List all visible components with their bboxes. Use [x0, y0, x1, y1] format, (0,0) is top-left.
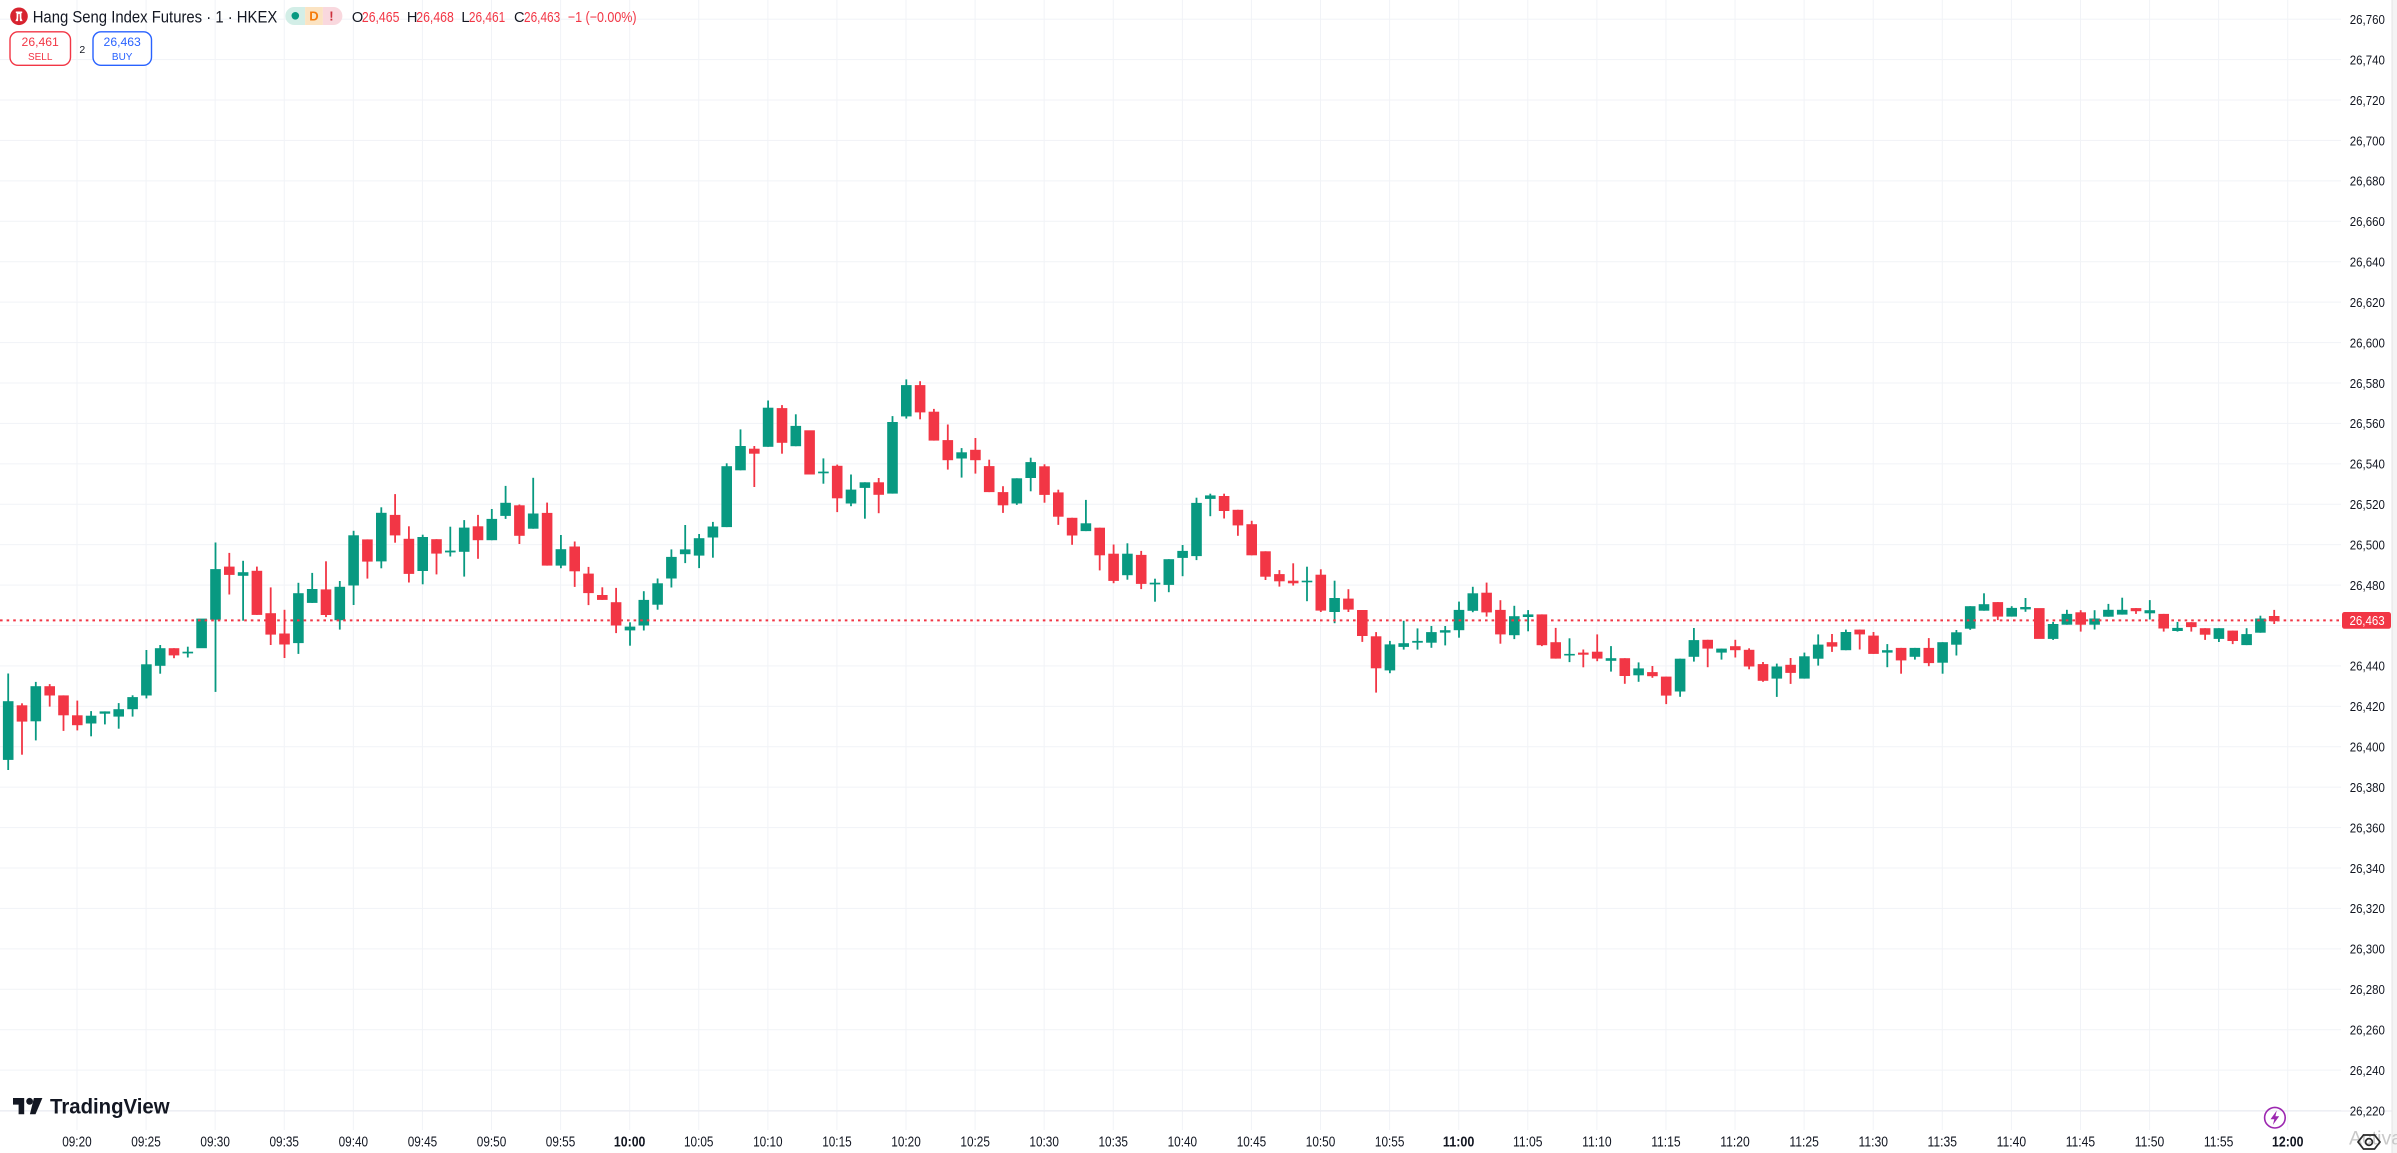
svg-text:26,500: 26,500 [2350, 538, 2385, 553]
svg-text:11:00: 11:00 [1443, 1134, 1475, 1150]
svg-text:O: O [352, 10, 363, 26]
svg-text:11:10: 11:10 [1582, 1134, 1612, 1150]
svg-text:−1 (−0.00%): −1 (−0.00%) [568, 10, 637, 26]
svg-text:C: C [514, 10, 525, 26]
svg-text:09:40: 09:40 [339, 1134, 369, 1150]
svg-text:26,540: 26,540 [2350, 457, 2385, 472]
svg-text:26,360: 26,360 [2350, 820, 2385, 835]
svg-text:26,240: 26,240 [2350, 1063, 2385, 1078]
svg-text:12:00: 12:00 [2272, 1134, 2304, 1150]
svg-text:26,580: 26,580 [2350, 376, 2385, 391]
svg-text:10:45: 10:45 [1237, 1134, 1267, 1150]
svg-text:26,280: 26,280 [2350, 982, 2385, 997]
svg-text:H: H [407, 10, 418, 26]
svg-text:26,463: 26,463 [2350, 613, 2385, 628]
svg-text:26,480: 26,480 [2350, 578, 2385, 593]
svg-text:10:55: 10:55 [1375, 1134, 1405, 1150]
svg-text:26,461: 26,461 [22, 35, 59, 49]
svg-text:26,620: 26,620 [2350, 295, 2385, 310]
svg-text:11:15: 11:15 [1651, 1134, 1681, 1150]
svg-text:TradingView: TradingView [50, 1096, 170, 1119]
svg-text:26,660: 26,660 [2350, 214, 2385, 229]
svg-text:09:30: 09:30 [200, 1134, 230, 1150]
svg-text:11:05: 11:05 [1513, 1134, 1543, 1150]
svg-text:26,340: 26,340 [2350, 861, 2385, 876]
svg-text:26,300: 26,300 [2350, 942, 2385, 957]
svg-text:26,260: 26,260 [2350, 1023, 2385, 1038]
svg-text:10:10: 10:10 [753, 1134, 783, 1150]
svg-text:26,720: 26,720 [2350, 93, 2385, 108]
svg-text:26,680: 26,680 [2350, 174, 2385, 189]
svg-text:09:55: 09:55 [546, 1134, 576, 1150]
svg-text:BUY: BUY [112, 52, 133, 63]
svg-text:10:05: 10:05 [684, 1134, 714, 1150]
svg-text:26,600: 26,600 [2350, 335, 2385, 350]
svg-text:!: ! [329, 9, 333, 24]
svg-text:10:35: 10:35 [1099, 1134, 1129, 1150]
svg-text:09:35: 09:35 [270, 1134, 300, 1150]
svg-text:11:30: 11:30 [1859, 1134, 1889, 1150]
svg-text:11:25: 11:25 [1789, 1134, 1819, 1150]
svg-text:09:20: 09:20 [62, 1134, 91, 1150]
svg-text:09:50: 09:50 [477, 1134, 507, 1150]
svg-text:10:20: 10:20 [891, 1134, 921, 1150]
svg-text:Activa: Activa [2349, 1128, 2397, 1150]
svg-text:26,760: 26,760 [2350, 12, 2385, 27]
svg-text:26,461: 26,461 [469, 10, 505, 26]
svg-text:10:00: 10:00 [614, 1134, 646, 1150]
svg-text:10:50: 10:50 [1306, 1134, 1336, 1150]
svg-text:L: L [461, 10, 469, 26]
svg-text:26,320: 26,320 [2350, 901, 2385, 916]
svg-text:26,440: 26,440 [2350, 659, 2385, 674]
svg-text:26,700: 26,700 [2350, 133, 2385, 148]
svg-text:11:20: 11:20 [1720, 1134, 1750, 1150]
svg-text:26,560: 26,560 [2350, 416, 2385, 431]
svg-text:26,740: 26,740 [2350, 52, 2385, 67]
svg-text:26,463: 26,463 [524, 10, 560, 26]
svg-text:26,463: 26,463 [104, 35, 141, 49]
svg-text:10:40: 10:40 [1168, 1134, 1198, 1150]
svg-text:D: D [309, 9, 318, 24]
svg-text:26,380: 26,380 [2350, 780, 2385, 795]
svg-text:10:30: 10:30 [1029, 1134, 1059, 1150]
svg-text:26,420: 26,420 [2350, 699, 2385, 714]
svg-text:10:15: 10:15 [822, 1134, 852, 1150]
svg-text:09:25: 09:25 [131, 1134, 161, 1150]
svg-text:11:50: 11:50 [2135, 1134, 2165, 1150]
svg-text:11:35: 11:35 [1928, 1134, 1958, 1150]
svg-text:SELL: SELL [28, 52, 53, 63]
svg-text:10:25: 10:25 [960, 1134, 990, 1150]
svg-text:26,220: 26,220 [2350, 1103, 2385, 1118]
svg-text:26,465: 26,465 [362, 10, 400, 26]
svg-text:26,520: 26,520 [2350, 497, 2385, 512]
svg-text:11:55: 11:55 [2204, 1134, 2234, 1150]
svg-text:26,640: 26,640 [2350, 255, 2385, 270]
svg-text:26,468: 26,468 [416, 10, 454, 26]
svg-text:09:45: 09:45 [408, 1134, 438, 1150]
svg-text:11:45: 11:45 [2066, 1134, 2096, 1150]
svg-text:26,400: 26,400 [2350, 740, 2385, 755]
svg-text:11:40: 11:40 [1997, 1134, 2027, 1150]
svg-text:Hang Seng Index Futures · 1 ·: Hang Seng Index Futures · 1 · HKEX [33, 8, 278, 27]
svg-text:2: 2 [79, 44, 85, 56]
